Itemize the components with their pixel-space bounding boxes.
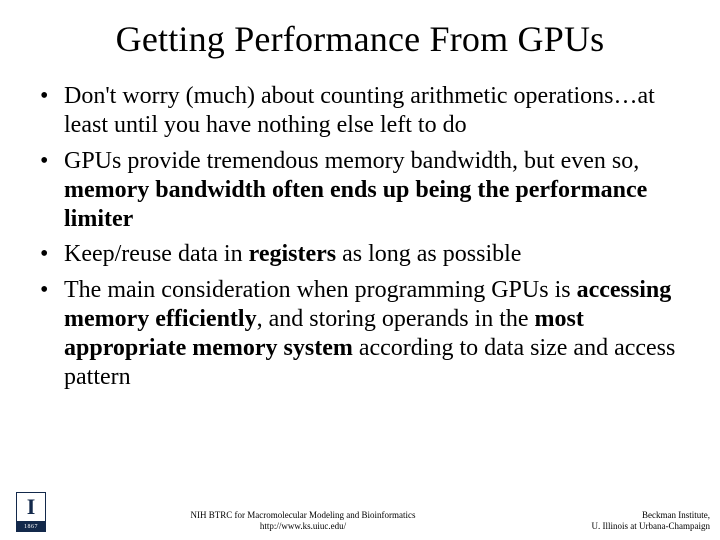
bullet-item: GPUs provide tremendous memory bandwidth… <box>40 147 688 235</box>
bullet-text: Keep/reuse data in <box>64 241 249 267</box>
bullet-text: The main consideration when programming … <box>64 277 577 303</box>
bullet-text: GPUs provide tremendous memory bandwidth… <box>64 148 639 174</box>
footer-right-line1: Beckman Institute, <box>560 510 710 521</box>
slide-title: Getting Performance From GPUs <box>32 18 688 60</box>
slide-container: Getting Performance From GPUs Don't worr… <box>0 0 720 540</box>
bullet-list: Don't worry (much) about counting arithm… <box>32 82 688 393</box>
bullet-text: as long as possible <box>336 241 521 267</box>
bullet-item: The main consideration when programming … <box>40 276 688 393</box>
footer-center-line2: http://www.ks.uiuc.edu/ <box>56 521 550 532</box>
footer-right-credit: Beckman Institute, U. Illinois at Urbana… <box>560 510 710 533</box>
logo-letter: I <box>27 496 36 518</box>
footer-right-line2: U. Illinois at Urbana-Champaign <box>560 521 710 532</box>
bullet-text: , and storing operands in the <box>257 306 535 332</box>
bullet-text-bold: memory bandwidth often ends up being the… <box>64 177 647 232</box>
logo-year: 1867 <box>16 522 46 532</box>
bullet-item: Keep/reuse data in registers as long as … <box>40 240 688 269</box>
logo-illinois: I 1867 <box>16 492 46 532</box>
bullet-text: Don't worry (much) about counting arithm… <box>64 83 655 138</box>
logo-block-i: I <box>16 492 46 522</box>
bullet-text-bold: registers <box>249 241 337 267</box>
slide-footer: I 1867 NIH BTRC for Macromolecular Model… <box>0 492 720 532</box>
bullet-item: Don't worry (much) about counting arithm… <box>40 82 688 141</box>
footer-center-line1: NIH BTRC for Macromolecular Modeling and… <box>56 510 550 521</box>
footer-center-credit: NIH BTRC for Macromolecular Modeling and… <box>46 510 560 533</box>
